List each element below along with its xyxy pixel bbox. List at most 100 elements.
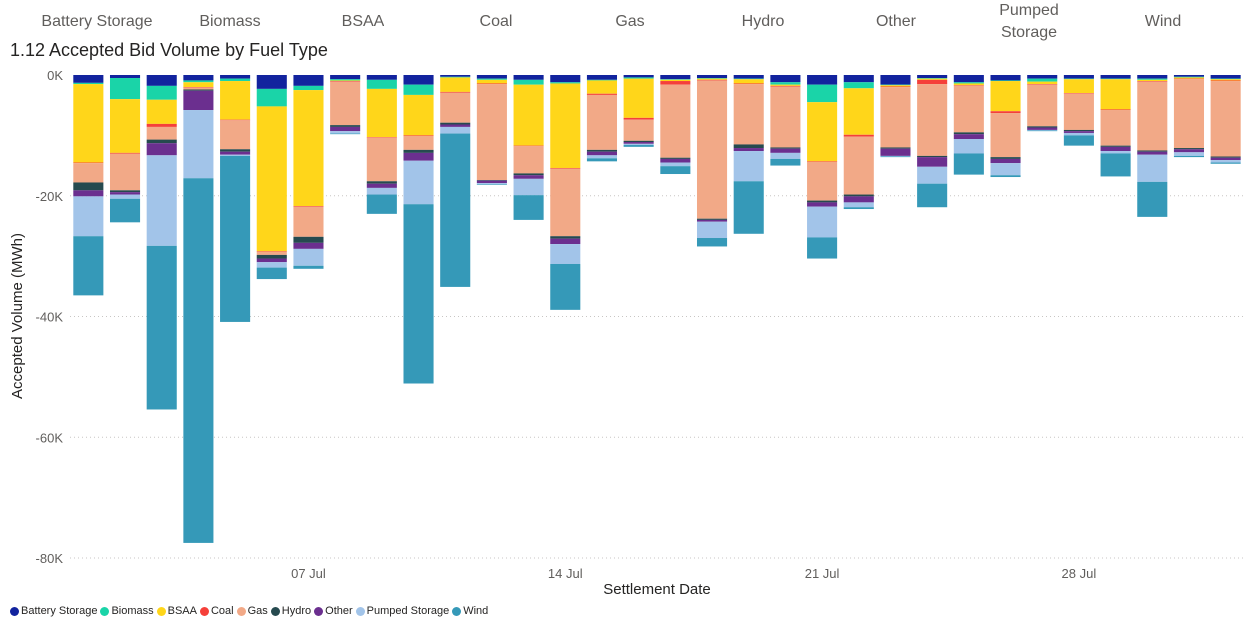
bar-segment-biomass	[733, 78, 764, 80]
header-item-pumped-storage[interactable]: Pumped Storage	[964, 0, 1094, 44]
header-item-gas[interactable]: Gas	[565, 0, 695, 44]
bar-segment-hydro	[403, 149, 434, 153]
bar-segment-other	[770, 148, 801, 153]
bar-segment-bsaa	[183, 82, 214, 88]
header-item-coal[interactable]: Coal	[431, 0, 561, 44]
bar-segment-wind	[183, 178, 214, 543]
bar-segment-battery-storage	[1027, 75, 1058, 79]
bar-segment-coal	[990, 111, 1021, 114]
header-item-biomass[interactable]: Biomass	[165, 0, 295, 44]
bar-segment-hydro	[843, 194, 874, 197]
bar-segment-battery-storage	[1173, 75, 1205, 77]
bar-segment-hydro	[696, 218, 728, 220]
bar-segment-other	[183, 90, 214, 111]
legend-item-biomass[interactable]: Biomass	[100, 605, 154, 617]
bar-segment-biomass	[623, 77, 654, 79]
bar-segment-gas	[330, 81, 361, 126]
chart-title: 1.12 Accepted Bid Volume by Fuel Type	[10, 40, 328, 60]
bar-segment-pumped-storage	[73, 196, 104, 237]
bar-segment-gas	[1063, 93, 1094, 130]
bar-segment-coal	[807, 161, 838, 162]
bar-segment-coal	[513, 145, 544, 147]
bar-segment-bsaa	[220, 81, 251, 120]
header-label: Pumped Storage	[999, 2, 1059, 41]
bar-segment-coal	[1027, 84, 1058, 85]
header-item-wind[interactable]: Wind	[1098, 0, 1228, 44]
legend-swatch	[100, 606, 110, 616]
bar-segment-battery-storage	[1100, 75, 1131, 79]
bar-segment-bsaa	[1100, 79, 1131, 110]
bar-segment-hydro	[1173, 148, 1205, 150]
legend-label: Other	[325, 605, 353, 617]
bar-segment-bsaa	[330, 80, 361, 82]
bar-segment-other	[73, 190, 104, 197]
bar-segment-coal	[220, 119, 251, 121]
bar-segment-bsaa	[256, 106, 287, 252]
bar-segment-wind	[366, 194, 397, 214]
legend-item-wind[interactable]: Wind	[452, 605, 488, 617]
bar-segment-battery-storage	[109, 75, 141, 79]
bar-segment-battery-storage	[953, 75, 984, 83]
bar-segment-other	[1027, 127, 1058, 130]
y-tick-label: -80K	[36, 551, 64, 566]
bar-segment-battery-storage	[770, 75, 801, 83]
bar-segment-other	[550, 238, 581, 245]
y-tick-label: -40K	[36, 310, 64, 325]
bar-segment-coal	[660, 81, 691, 85]
bar-segment-bsaa	[1063, 79, 1094, 94]
legend-label: Coal	[210, 605, 234, 617]
bar-segment-battery-storage	[366, 75, 397, 80]
legend-item-gas[interactable]: Gas	[236, 605, 268, 617]
bar-segment-biomass	[550, 82, 581, 84]
bar-segment-wind	[293, 265, 324, 269]
bar-segment-biomass	[220, 78, 251, 82]
bar-segment-biomass	[256, 88, 287, 107]
legend-item-hydro[interactable]: Hydro	[270, 605, 311, 617]
legend-item-battery-storage[interactable]: Battery Storage	[10, 605, 97, 617]
header-item-bsaa[interactable]: BSAA	[298, 0, 428, 44]
bar-segment-bsaa	[696, 78, 728, 80]
bar-segment-battery-storage	[1210, 75, 1241, 79]
bar-segment-other	[1100, 146, 1131, 152]
bar-segment-gas	[440, 92, 471, 123]
header-item-battery-storage[interactable]: Battery Storage	[32, 0, 162, 44]
bar-segment-wind	[880, 156, 911, 158]
bar-segment-bsaa	[917, 78, 948, 80]
bar-segment-biomass	[109, 78, 141, 100]
bar-segment-biomass	[586, 79, 618, 81]
bar-segment-hydro	[1100, 145, 1131, 147]
bar-segment-hydro	[770, 147, 801, 149]
bar-segment-battery-storage	[660, 75, 691, 80]
bar-segment-battery-storage	[256, 75, 287, 89]
legend-label: Pumped Storage	[366, 605, 450, 617]
bar-segment-other	[440, 124, 471, 127]
x-tick-label: 28 Jul	[1062, 566, 1097, 581]
bar-segment-bsaa	[1210, 79, 1241, 81]
bar-segment-other	[586, 151, 618, 156]
bar-segment-coal	[770, 85, 801, 87]
bar-segment-biomass	[1100, 78, 1131, 80]
bar-segment-pumped-storage	[1210, 160, 1241, 163]
legend-item-pumped-storage[interactable]: Pumped Storage	[355, 605, 450, 617]
bar-segment-coal	[1100, 109, 1131, 111]
bar-segment-biomass	[1210, 78, 1241, 80]
legend-item-other[interactable]: Other	[314, 605, 353, 617]
bar-segment-bsaa	[146, 99, 177, 124]
legend-item-coal[interactable]: Coal	[199, 605, 234, 617]
legend-swatch	[452, 606, 462, 616]
bar-segment-gas	[696, 80, 728, 219]
legend-label: Biomass	[111, 605, 154, 617]
bar-segment-other	[843, 196, 874, 203]
bar-segment-other	[990, 158, 1021, 164]
header-item-other[interactable]: Other	[831, 0, 961, 44]
x-tick-label: 07 Jul	[291, 566, 326, 581]
bar-segment-gas	[1100, 110, 1131, 146]
bar-segment-hydro	[513, 173, 544, 176]
legend-item-bsaa[interactable]: BSAA	[156, 605, 197, 617]
bar-segment-biomass	[293, 85, 324, 91]
bar-segment-gas	[1137, 81, 1168, 151]
bar-segment-pumped-storage	[183, 110, 214, 179]
bar-segment-bsaa	[550, 83, 581, 168]
header-item-hydro[interactable]: Hydro	[698, 0, 828, 44]
bar-segment-pumped-storage	[1100, 151, 1131, 154]
